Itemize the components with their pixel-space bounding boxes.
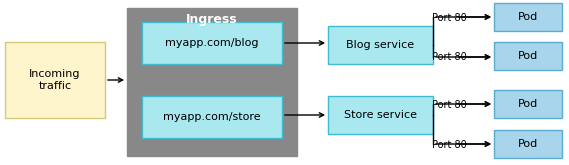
Text: Port 80: Port 80 [432, 100, 467, 110]
Bar [127, 8, 297, 156]
Bar [494, 42, 562, 70]
Text: Port 80: Port 80 [432, 13, 467, 23]
Bar [328, 26, 433, 64]
Text: Blog service: Blog service [347, 40, 415, 50]
Text: myapp.com/blog: myapp.com/blog [165, 38, 259, 48]
Text: Pod: Pod [518, 99, 538, 109]
Text: Incoming
traffic: Incoming traffic [29, 69, 81, 91]
Bar [494, 90, 562, 118]
Text: Port 80: Port 80 [432, 140, 467, 150]
Bar [328, 96, 433, 134]
Bar [142, 96, 282, 138]
Text: Pod: Pod [518, 51, 538, 61]
Bar [5, 42, 105, 118]
Text: Pod: Pod [518, 12, 538, 22]
Text: Ingress: Ingress [186, 14, 238, 27]
Text: Pod: Pod [518, 139, 538, 149]
Text: myapp.com/store: myapp.com/store [163, 112, 261, 122]
Text: Store service: Store service [344, 110, 417, 120]
Bar [494, 3, 562, 31]
Bar [142, 22, 282, 64]
Text: Port 80: Port 80 [432, 52, 467, 62]
Bar [494, 130, 562, 158]
